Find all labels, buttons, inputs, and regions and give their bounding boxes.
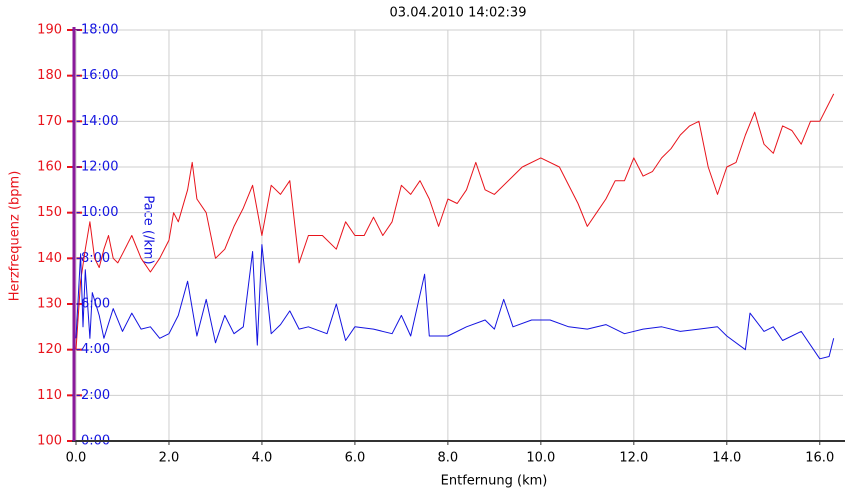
chart-title: 03.04.2010 14:02:39	[390, 6, 527, 21]
x-tick-label: 14.0	[712, 451, 741, 466]
y-tick-label: 110	[37, 388, 62, 403]
y-tick-label: 190	[37, 23, 62, 38]
x-tick-label: 10.0	[526, 451, 555, 466]
y-tick-label: 160	[37, 160, 62, 175]
y-tick-label: 100	[37, 434, 62, 449]
x-tick-label: 4.0	[252, 451, 273, 466]
y-tick-label: 170	[37, 114, 62, 129]
y2-tick-label: 12:00	[81, 160, 118, 175]
y2-tick-label: 10:00	[81, 205, 118, 220]
x-tick-label: 12.0	[619, 451, 648, 466]
x-axis-label: Entfernung (km)	[441, 474, 548, 489]
y-tick-label: 180	[37, 68, 62, 83]
y-tick-label: 120	[37, 342, 62, 357]
y-tick-label: 140	[37, 251, 62, 266]
y2-tick-label: 8:00	[81, 251, 110, 266]
y2-axis-label: Pace (/km)	[141, 195, 156, 264]
x-tick-label: 2.0	[159, 451, 180, 466]
y2-tick-label: 4:00	[81, 342, 110, 357]
y2-tick-label: 2:00	[81, 388, 110, 403]
y-tick-label: 150	[37, 205, 62, 220]
series-line	[75, 93, 835, 350]
y-tick-label: 130	[37, 297, 62, 312]
y-axis-label: Herzfrequenz (bpm)	[8, 171, 23, 302]
x-tick-label: 0.0	[66, 451, 87, 466]
y2-tick-label: 14:00	[81, 114, 118, 129]
y2-tick-label: 16:00	[81, 68, 118, 83]
y2-tick-label: 18:00	[81, 23, 118, 38]
x-tick-label: 6.0	[345, 451, 366, 466]
x-tick-label: 16.0	[805, 451, 834, 466]
series-line	[75, 244, 835, 360]
x-tick-label: 8.0	[438, 451, 459, 466]
